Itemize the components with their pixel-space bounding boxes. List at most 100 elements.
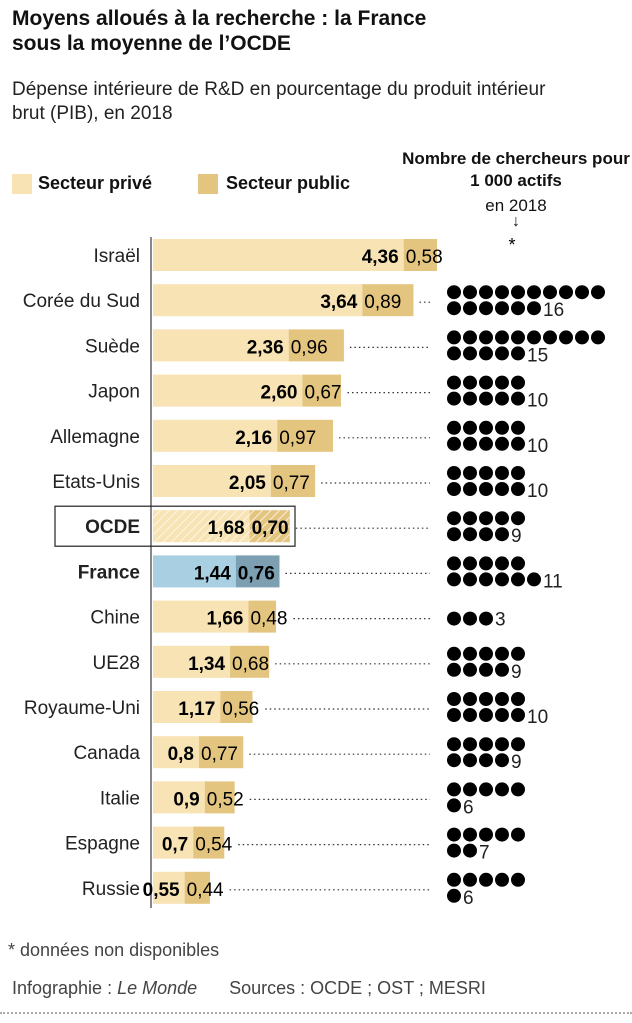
researcher-dot [447, 888, 461, 903]
researcher-dot [495, 556, 509, 571]
researcher-dot [447, 646, 461, 661]
researcher-dot [463, 692, 477, 706]
label-private: 1,66 [206, 609, 243, 630]
label-private: 2,05 [229, 473, 266, 494]
label-public: 0,76 [238, 563, 275, 584]
researcher-dot [495, 872, 509, 887]
researcher-dot [479, 872, 493, 887]
researcher-dot [479, 708, 493, 722]
researcher-dot [511, 556, 525, 571]
bar-public [204, 781, 235, 814]
legend-public: Secteur public [226, 173, 351, 193]
bar-private [153, 239, 404, 271]
researchers-value: 9 [511, 526, 522, 547]
researcher-dot [463, 843, 477, 858]
label-public: 0,56 [222, 699, 259, 720]
researcher-dot [447, 556, 461, 571]
credit-label: Infographie : [12, 978, 118, 998]
legend-swatch-private [12, 174, 32, 194]
researchers-value: 10 [527, 481, 548, 502]
bar-public [199, 736, 244, 769]
researcher-dot [479, 753, 493, 768]
researcher-dot [463, 301, 477, 316]
category-label: France [78, 562, 140, 583]
researcher-dot [447, 285, 461, 300]
label-public: 0,97 [279, 428, 316, 449]
researcher-dot [495, 708, 509, 722]
bar-public [403, 239, 438, 271]
researcher-dot [495, 285, 509, 300]
researcher-dot [463, 346, 477, 361]
label-private: 4,36 [362, 247, 399, 268]
researcher-dot [479, 692, 493, 706]
bar-public [277, 419, 333, 452]
bar-private [153, 826, 194, 859]
bar-public [270, 465, 316, 497]
researcher-dot [447, 466, 461, 480]
researcher-dot [495, 346, 509, 361]
footnote: * données non disponibles [8, 940, 220, 960]
researcher-dot [463, 330, 477, 345]
label-private: 1,68 [208, 518, 245, 539]
bar-public [302, 374, 342, 407]
label-private: 1,44 [194, 563, 231, 584]
category-label: Chine [90, 608, 140, 629]
researcher-dot [511, 375, 525, 390]
label-private: 0,7 [162, 835, 188, 856]
researcher-dot [447, 436, 461, 451]
researcher-dot [559, 330, 573, 345]
researcher-dot [479, 482, 493, 496]
bar-private [153, 284, 363, 317]
researcher-dot [463, 708, 477, 722]
label-private: 0,8 [168, 744, 194, 765]
category-label: Israël [94, 246, 140, 267]
researcher-dot [463, 753, 477, 768]
chart-title: Moyens alloués à la recherche : la Franc… [12, 7, 427, 55]
researcher-dot [527, 572, 541, 587]
researcher-dot [479, 285, 493, 300]
bar-private [153, 645, 231, 678]
researcher-dot [447, 872, 461, 887]
bar-private [153, 781, 205, 814]
researchers-value: 15 [527, 345, 548, 366]
researcher-dot [511, 572, 525, 587]
researcher-dot [591, 330, 605, 345]
credit-name: Le Monde [117, 978, 198, 998]
category-label: Japon [88, 382, 140, 403]
researcher-dot [479, 511, 493, 526]
category-label: OCDE [85, 517, 140, 538]
researcher-dot [527, 301, 541, 316]
researchers-value: 16 [543, 300, 564, 321]
researcher-dot [495, 436, 509, 451]
researcher-dot [511, 692, 525, 706]
bar-private [153, 374, 303, 407]
researcher-dot [479, 611, 493, 626]
researcher-dot [447, 708, 461, 722]
researchers-value: 11 [543, 571, 563, 592]
researcher-dot [511, 466, 525, 480]
researcher-dot [463, 436, 477, 451]
researcher-dot [511, 646, 525, 661]
researcher-dot [511, 436, 525, 451]
researcher-dot [495, 572, 509, 587]
researcher-dot [447, 391, 461, 406]
researcher-dot [495, 330, 509, 345]
researcher-dot [511, 511, 525, 526]
researcher-dot [447, 753, 461, 768]
label-public: 0,68 [232, 654, 269, 675]
category-label: Suède [85, 336, 140, 357]
researcher-dot [479, 646, 493, 661]
researcher-dot [479, 346, 493, 361]
researcher-dot [463, 285, 477, 300]
chart-subtitle: Dépense intérieure de R&D en pourcentage… [12, 79, 546, 124]
researcher-dot [447, 527, 461, 542]
bar-public [248, 600, 277, 633]
researcher-dot [511, 285, 525, 300]
researcher-dot [527, 285, 541, 300]
label-public: 0,67 [305, 383, 342, 404]
bar-private [153, 691, 221, 723]
researchers-value: 9 [511, 752, 522, 773]
bar-public [230, 645, 270, 678]
researchers-value: 7 [479, 843, 490, 864]
